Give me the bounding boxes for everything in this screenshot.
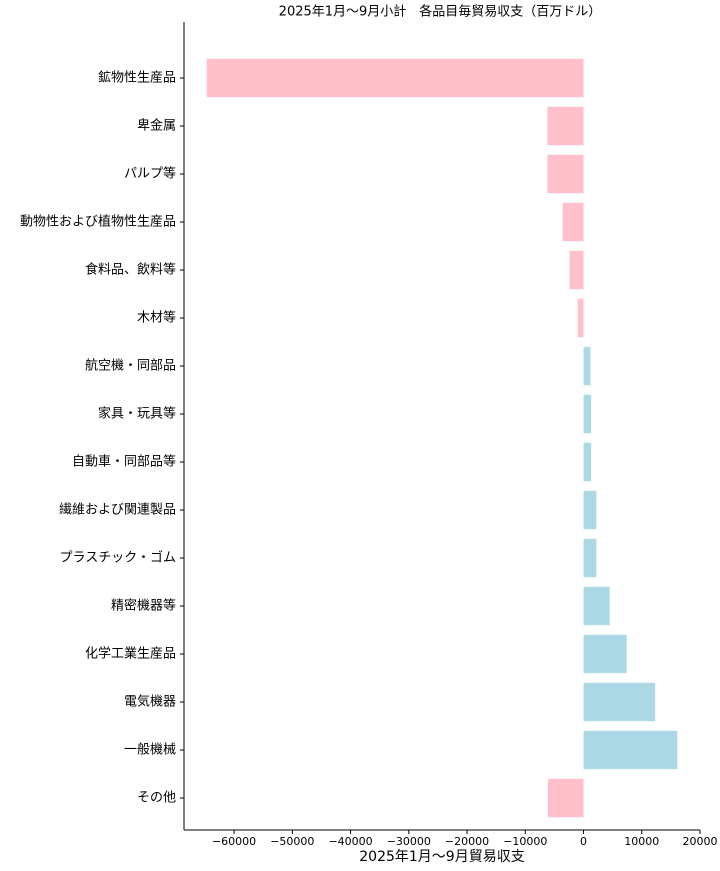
y-tick-label: 食料品、飲料等 (85, 262, 176, 278)
chart-title: 2025年1月〜9月小計 各品目毎貿易収支（百万ドル） (279, 4, 602, 20)
y-tick-label: 一般機械 (124, 742, 176, 758)
bar (583, 442, 592, 482)
bar (206, 58, 584, 98)
x-tick-label: 10000 (624, 835, 659, 848)
bar (547, 154, 584, 194)
bar (583, 538, 597, 578)
y-tick-label: 卑金属 (137, 118, 176, 134)
bar (583, 634, 627, 674)
x-tick-label: −50000 (270, 835, 314, 848)
bar (583, 730, 678, 770)
y-tick-label: 自動車・同部品等 (72, 454, 176, 470)
y-tick-label: 家具・玩具等 (98, 406, 176, 422)
x-axis-label: 2025年1月〜9月貿易収支 (359, 849, 524, 865)
y-tick-label: パルプ等 (124, 166, 176, 182)
bar (583, 346, 591, 386)
y-tick-label: 鉱物性生産品 (98, 70, 176, 86)
bar (547, 106, 584, 146)
x-tick-label: 20000 (683, 835, 718, 848)
x-tick-label: 0 (580, 835, 587, 848)
y-tick-label: 動物性および植物性生産品 (20, 214, 176, 230)
y-tick-label: 電気機器 (124, 694, 176, 710)
y-tick-label: 精密機器等 (111, 598, 176, 614)
bar (583, 394, 592, 434)
bar (583, 490, 597, 530)
bar (577, 298, 584, 338)
y-tick-label: 化学工業生産品 (85, 646, 176, 662)
y-tick-label: その他 (137, 791, 176, 806)
x-tick-label: −30000 (387, 835, 431, 848)
bar (569, 250, 584, 290)
bar (583, 682, 656, 722)
x-tick-label: −10000 (503, 835, 547, 848)
y-tick-label: 航空機・同部品 (85, 358, 176, 374)
bar (562, 202, 584, 242)
x-tick-label: −40000 (328, 835, 372, 848)
bar (547, 778, 584, 818)
bar (583, 586, 610, 626)
x-tick-label: −20000 (445, 835, 489, 848)
x-tick-label: −60000 (212, 835, 256, 848)
y-tick-label: プラスチック・ゴム (60, 550, 176, 566)
y-tick-label: 木材等 (137, 310, 176, 326)
y-tick-label: 繊維および関連製品 (59, 502, 176, 518)
